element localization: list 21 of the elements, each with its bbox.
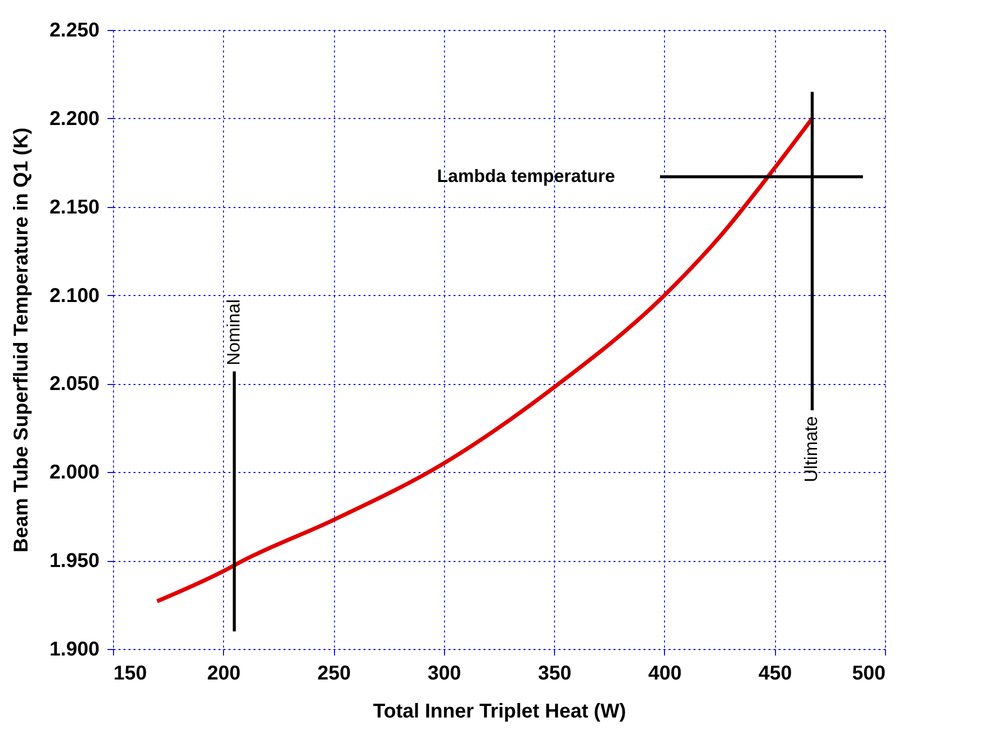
x-axis-title: Total Inner Triplet Heat (W) — [373, 700, 626, 722]
x-tick-label: 500 — [852, 662, 886, 684]
annotation: Ultimate — [801, 416, 822, 482]
y-axis-title: Beam Tube Superfluid Temperature in Q1 (K) — [10, 128, 32, 552]
x-tick-label: 400 — [648, 662, 682, 684]
x-tick-label: 300 — [428, 662, 462, 684]
y-tick-label: 2.150 — [49, 196, 100, 218]
x-tick-label: 150 — [114, 662, 147, 684]
y-tick-label: 2.200 — [49, 108, 100, 130]
y-tick-label: 1.950 — [49, 550, 100, 572]
y-tick-label: 2.050 — [49, 373, 100, 396]
y-tick-label: 2.250 — [49, 20, 100, 42]
x-tick-label: 350 — [538, 662, 572, 684]
y-tick-label: 1.900 — [49, 638, 100, 660]
y-tick-label: 2.100 — [49, 284, 100, 307]
y-tick-label: 2.000 — [49, 462, 100, 484]
annotation: Nominal — [223, 299, 244, 366]
annotation: Lambda temperature — [436, 166, 616, 186]
x-tick-label: 200 — [207, 662, 240, 684]
x-tick-label: 450 — [758, 662, 792, 684]
x-tick-label: 250 — [317, 662, 351, 684]
